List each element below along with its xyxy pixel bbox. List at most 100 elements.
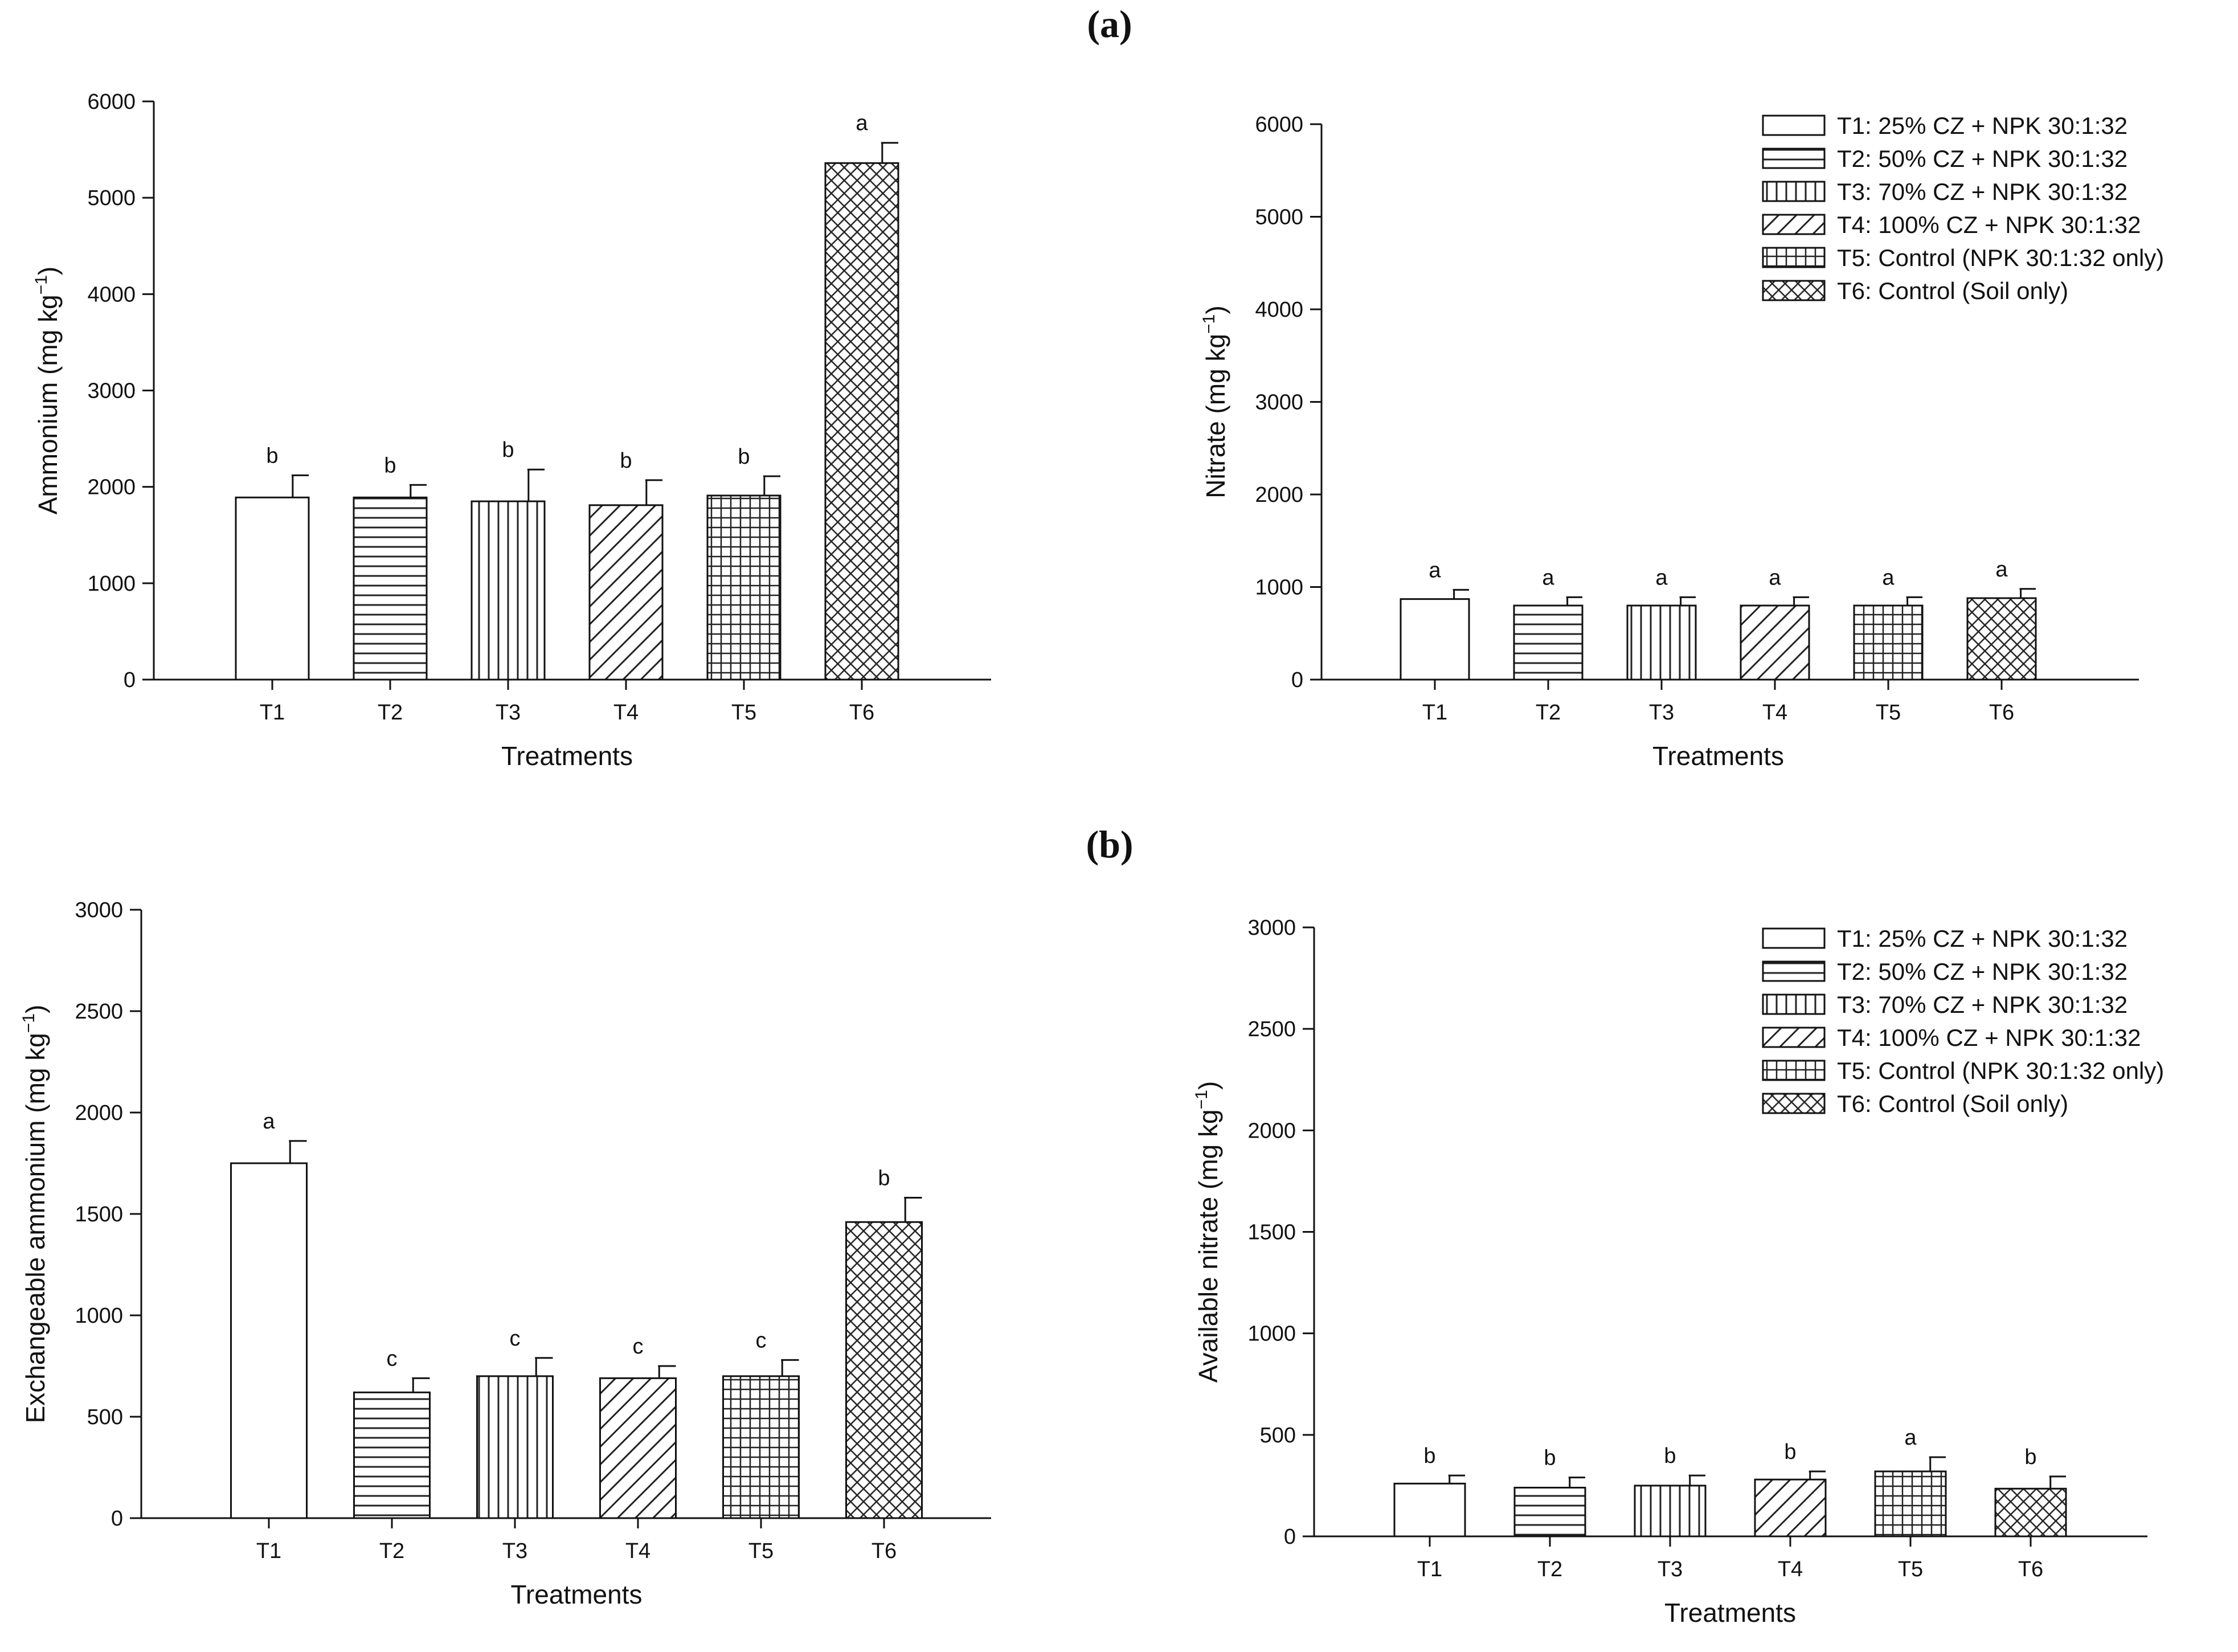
y-tick-label: 4000 bbox=[1255, 298, 1303, 322]
bar-t6 bbox=[845, 1221, 923, 1519]
significance-letter: b bbox=[1423, 1444, 1435, 1468]
x-tick-label: T4 bbox=[625, 1539, 650, 1563]
legend-label-3: T3: 70% CZ + NPK 30:1:32 bbox=[1837, 991, 2127, 1018]
y-tick-label: 6000 bbox=[87, 90, 136, 114]
significance-letter: b bbox=[384, 453, 396, 477]
significance-letter: a bbox=[856, 112, 868, 136]
legend-label-6: T6: Control (Soil only) bbox=[1837, 277, 2068, 304]
chart-b-avail-nitrate: 0 500 1000 1500 2000 2500 3000 Available nitrat… bbox=[1192, 916, 2164, 1628]
significance-letter: b bbox=[1664, 1444, 1676, 1468]
bar-t1 bbox=[235, 496, 310, 681]
legend-label-4: T4: 100% CZ + NPK 30:1:32 bbox=[1837, 1024, 2141, 1051]
significance-letter: b bbox=[738, 445, 750, 469]
panel-label-a: (a) bbox=[1087, 2, 1132, 46]
bar-t5 bbox=[706, 494, 782, 681]
panel-label-b: (b) bbox=[1086, 823, 1133, 866]
x-tick-label: T3 bbox=[496, 701, 521, 725]
y-axis-title-main: Exchangeable ammonium (mg kg bbox=[21, 1033, 50, 1423]
y-axis-title-superscript: −1 bbox=[1192, 1090, 1211, 1109]
significance-letter: b bbox=[1544, 1446, 1556, 1470]
y-tick-label: 1000 bbox=[87, 572, 136, 596]
bar-t6 bbox=[1994, 1487, 2067, 1537]
bar-t4 bbox=[588, 504, 664, 681]
y-tick-label: 0 bbox=[111, 1507, 123, 1531]
legend-swatch-2 bbox=[1762, 960, 1826, 982]
significance-letter: b bbox=[620, 449, 632, 473]
y-tick-label: 1000 bbox=[1255, 576, 1303, 600]
y-axis-title-close: ) bbox=[21, 1005, 50, 1013]
significance-letter: a bbox=[1995, 558, 2008, 582]
y-tick-label: 1000 bbox=[1247, 1322, 1296, 1346]
x-tick-label: T2 bbox=[379, 1539, 404, 1563]
x-tick-label: T4 bbox=[613, 701, 639, 725]
significance-letter: c bbox=[387, 1347, 398, 1371]
legend-label-1: T1: 25% CZ + NPK 30:1:32 bbox=[1837, 925, 2127, 952]
y-tick-label: 2000 bbox=[1247, 1119, 1296, 1143]
bar-t3 bbox=[476, 1375, 554, 1519]
y-axis-title-main: Available nitrate (mg kg bbox=[1193, 1109, 1223, 1383]
y-axis-title-superscript: −1 bbox=[19, 1013, 38, 1033]
legend-swatch-5 bbox=[1762, 247, 1826, 268]
y-tick-label: 2500 bbox=[75, 1000, 123, 1024]
bar-t5 bbox=[1853, 604, 1924, 681]
bar-t4 bbox=[1740, 604, 1810, 681]
x-tick-label: T6 bbox=[872, 1539, 897, 1563]
y-tick-label: 2000 bbox=[75, 1101, 123, 1125]
y-tick-label: 1500 bbox=[1247, 1221, 1296, 1245]
legend-swatch-2 bbox=[1762, 148, 1826, 169]
significance-letter: b bbox=[878, 1167, 890, 1191]
bar-t2 bbox=[353, 1391, 431, 1519]
legend-label-4: T4: 100% CZ + NPK 30:1:32 bbox=[1837, 211, 2141, 238]
bar-t4 bbox=[1754, 1478, 1827, 1537]
legend-swatch-4 bbox=[1762, 1027, 1826, 1048]
chart-b-exch-ammonium: 0 500 1000 1500 2000 2500 3000 Exchangeable amm… bbox=[19, 898, 991, 1609]
bar-t1 bbox=[230, 1162, 308, 1519]
legend-swatch-3 bbox=[1762, 993, 1826, 1015]
significance-letter: a bbox=[1542, 566, 1554, 590]
y-axis-title-close: ) bbox=[1193, 1081, 1223, 1090]
y-axis-title: Ammonium (mg kg−1) bbox=[32, 267, 63, 515]
y-tick-label: 2000 bbox=[1255, 483, 1303, 507]
legend: T1: 25% CZ + NPK 30:1:32 T2: 50% CZ + NPK… bbox=[1762, 112, 2164, 304]
x-tick-label: T3 bbox=[1658, 1557, 1683, 1581]
x-axis-title: Treatments bbox=[1664, 1598, 1796, 1628]
y-axis-title: Exchangeable ammonium (mg kg−1) bbox=[19, 1005, 50, 1424]
x-tick-label: T3 bbox=[502, 1539, 527, 1563]
bar-t3 bbox=[1626, 604, 1697, 681]
x-tick-label: T2 bbox=[1537, 1557, 1562, 1581]
y-tick-label: 3000 bbox=[75, 898, 123, 922]
x-tick-label: T1 bbox=[1417, 1557, 1442, 1581]
significance-letter: a bbox=[1655, 566, 1668, 590]
legend-label-1: T1: 25% CZ + NPK 30:1:32 bbox=[1837, 112, 2127, 139]
y-tick-label: 0 bbox=[1284, 1525, 1296, 1549]
significance-letter: c bbox=[633, 1335, 644, 1359]
bar-t3 bbox=[1634, 1485, 1707, 1537]
x-tick-label: T6 bbox=[849, 701, 874, 725]
legend-swatch-3 bbox=[1762, 181, 1826, 202]
legend-swatch-6 bbox=[1762, 1093, 1826, 1114]
legend-swatch-1 bbox=[1762, 115, 1826, 136]
y-tick-label: 5000 bbox=[1255, 206, 1303, 230]
bar-t6 bbox=[1966, 597, 2037, 681]
bar-t6 bbox=[824, 162, 899, 681]
y-tick-label: 2000 bbox=[87, 476, 136, 500]
legend-label-6: T6: Control (Soil only) bbox=[1837, 1090, 2068, 1117]
x-tick-label: T1 bbox=[1422, 701, 1447, 725]
x-tick-label: T1 bbox=[260, 701, 285, 725]
x-tick-label: T6 bbox=[1989, 701, 2014, 725]
x-axis-title: Treatments bbox=[511, 1580, 643, 1609]
significance-letter: b bbox=[502, 438, 514, 462]
y-axis-title: Nitrate (mg kg−1) bbox=[1200, 305, 1230, 498]
y-axis-title: Available nitrate (mg kg−1) bbox=[1192, 1081, 1223, 1383]
x-tick-label: T5 bbox=[731, 701, 756, 725]
legend-swatch-4 bbox=[1762, 214, 1826, 235]
significance-letter: b bbox=[1784, 1440, 1796, 1464]
significance-letter: c bbox=[510, 1327, 521, 1351]
legend-label-5: T5: Control (NPK 30:1:32 only) bbox=[1837, 1057, 2164, 1084]
y-tick-label: 0 bbox=[124, 668, 136, 692]
legend: T1: 25% CZ + NPK 30:1:32 T2: 50% CZ + NPK… bbox=[1762, 925, 2164, 1117]
chart-a-ammonium: 0 1000 2000 3000 4000 5000 6000 Ammonium (mg kg… bbox=[32, 90, 991, 771]
bar-t3 bbox=[470, 500, 546, 681]
legend-swatch-6 bbox=[1762, 280, 1826, 301]
